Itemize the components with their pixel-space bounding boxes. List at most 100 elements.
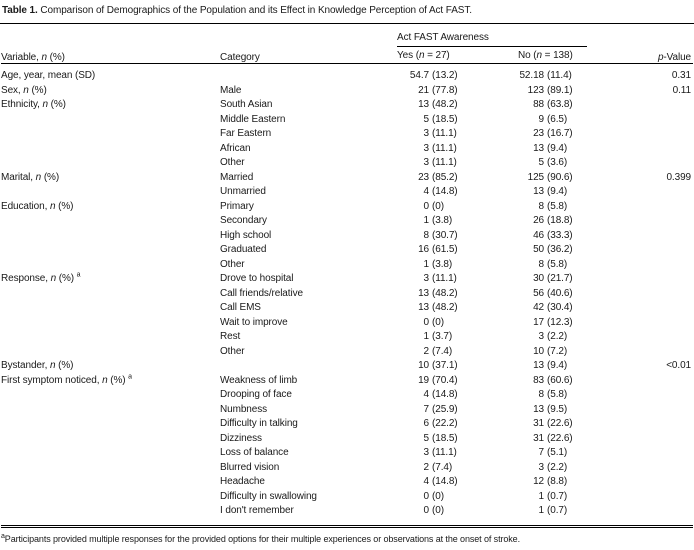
p-value-cell [621,142,693,157]
p-value-cell [621,345,693,360]
yes-value-cell: 16 (61.5) [397,243,504,258]
yes-count: 4 [423,389,430,400]
yes-percent: (25.9) [432,403,458,415]
p-value-cell [621,316,693,331]
yes-percent: (70.4) [432,374,458,386]
demographics-table: Variable, n (%) Category Act FAST Awaren… [1,24,693,528]
variable-cell [1,287,220,302]
table-footnote: aParticipants provided multiple response… [1,532,520,544]
no-value-cell: 5 (3.6) [504,156,621,171]
yes-value-cell: 1 (3.7) [397,330,504,345]
variable-cell [1,446,220,461]
category-cell: Drooping of face [220,389,292,400]
table-row: Rest 1 (3.7) 3 (2.2) [1,330,693,345]
table-row: Numbness 7 (25.9) 13 (9.5) [1,403,693,418]
yes-percent: (61.5) [432,244,458,255]
no-count: 3 [538,461,545,473]
yes-percent: (11.1) [432,128,457,139]
table-row: Call EMS 13 (48.2) 42 (30.4) [1,301,693,316]
variable-cell [1,403,220,418]
yes-value-cell: 4 (14.8) [397,185,504,200]
category-cell: Far Eastern [220,128,272,139]
yes-value-cell: 7 (25.9) [397,403,504,418]
yes-value-cell: 13 (48.2) [397,301,504,316]
yes-percent: (3.8) [432,215,453,226]
category-cell: Loss of balance [220,447,289,458]
p-value-cell [621,229,693,244]
no-count: 13 [533,186,544,197]
variable-cell: Sex, n (%) [1,84,47,96]
category-cell: Call EMS [220,302,261,313]
yes-count: 23 [418,171,429,183]
variable-cell [1,113,220,128]
no-value-cell: 30 (21.7) [504,272,621,287]
p-value-cell [621,272,693,287]
yes-percent: (11.1) [432,447,457,458]
no-value-cell: 9 (6.5) [504,113,621,128]
table-row: Far Eastern 3 (11.1) 23 (16.7) [1,127,693,142]
table-row: First symptom noticed, n (%) a Weakness … [1,373,693,389]
yes-count: 4 [423,476,430,487]
no-count: 83 [533,374,544,386]
no-percent: (6.5) [547,113,568,125]
no-percent: (5.8) [547,258,568,270]
variable-cell [1,301,220,316]
category-cell: Blurred vision [220,461,280,473]
table-row: High school 8 (30.7) 46 (33.3) [1,229,693,244]
category-cell: Middle Eastern [220,113,286,125]
variable-cell: Ethnicity, n (%) [1,99,66,110]
column-header-category: Category [220,24,397,64]
yes-count: 21 [418,84,429,96]
no-percent: (30.4) [547,302,573,313]
yes-value-cell: 0 (0) [397,504,504,526]
no-count: 123 [527,84,544,96]
no-percent: (8.8) [547,476,568,487]
yes-percent: (0) [432,316,444,328]
yes-value-cell: 1 (3.8) [397,214,504,229]
variable-cell [1,345,220,360]
yes-count: 5 [423,432,430,444]
yes-percent: (77.8) [432,84,458,96]
table-row: Bystander, n (%) 10 (37.1) 13 (9.4) <0.01 [1,359,693,374]
category-cell: Wait to improve [220,316,288,328]
p-value-cell [621,113,693,128]
yes-value-cell: 3 (11.1) [397,127,504,142]
no-count: 13 [533,142,544,154]
p-value-cell [621,374,693,389]
yes-count: 2 [423,345,430,357]
yes-value-cell: 3 (11.1) [397,446,504,461]
yes-value-cell: 8 (30.7) [397,229,504,244]
yes-value-cell: 3 (11.1) [397,142,504,157]
no-value-cell: 26 (18.8) [504,214,621,229]
no-count: 1 [538,490,545,502]
p-value-cell [621,475,693,490]
p-value-cell [621,403,693,418]
yes-count: 54.7 [409,70,429,81]
category-cell [220,64,397,84]
no-value-cell: 13 (9.4) [504,142,621,157]
p-value-cell: 0.11 [672,84,691,96]
table-row: Other 2 (7.4) 10 (7.2) [1,345,693,360]
yes-value-cell: 4 (14.8) [397,388,504,403]
table-row: Age, year, mean (SD) 54.7 (13.2) 52.18 (11… [1,64,693,84]
yes-count: 13 [418,287,429,299]
no-value-cell: 1 (0.7) [504,490,621,505]
p-value-cell [621,98,693,113]
variable-cell: Age, year, mean (SD) [1,70,96,81]
no-value-cell: 31 (22.6) [504,417,621,432]
no-percent: (21.7) [547,273,573,284]
category-cell: Other [220,345,245,357]
category-cell: High school [220,229,272,241]
yes-count: 10 [418,360,429,371]
variable-cell [1,185,220,200]
no-count: 17 [533,316,544,328]
p-value-cell [621,417,693,432]
category-cell: Secondary [220,215,267,226]
p-value-cell: 0.31 [671,70,691,81]
yes-percent: (7.4) [432,345,453,357]
category-cell: Male [220,84,242,96]
no-count: 26 [533,215,544,226]
yes-percent: (37.1) [432,360,458,371]
no-value-cell: 46 (33.3) [504,229,621,244]
title-rule [0,23,694,24]
